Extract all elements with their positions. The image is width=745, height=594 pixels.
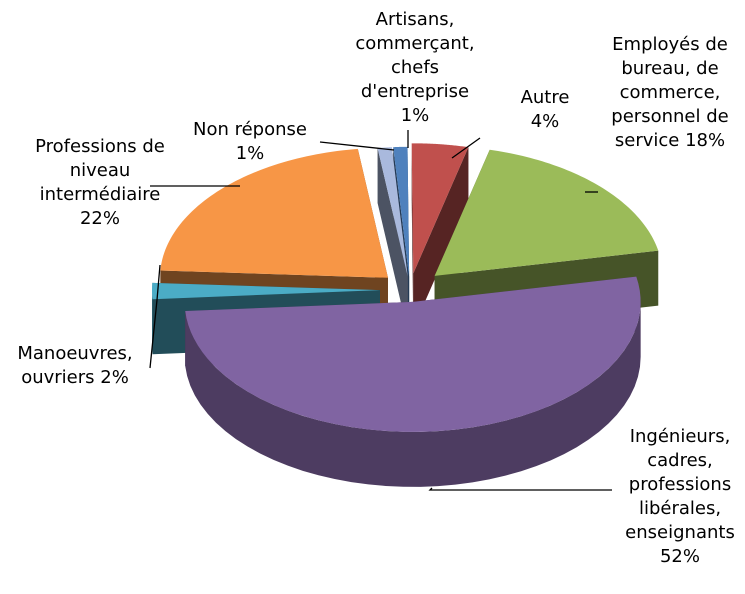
data-label: Artisans, commerçant, chefs d'entreprise… xyxy=(350,8,480,128)
slice-side xyxy=(411,143,414,329)
leader-line xyxy=(451,137,481,159)
label-value: 1% xyxy=(235,143,265,164)
data-label: Ingénieurs, cadres, professions libérale… xyxy=(615,425,745,569)
slice xyxy=(411,143,469,274)
slice xyxy=(160,148,388,278)
slice xyxy=(393,146,410,277)
label-value: 4% xyxy=(530,111,560,132)
slice-side xyxy=(377,148,408,332)
data-label: Employés de bureau, de commerce, personn… xyxy=(600,33,740,153)
label-name: Professions de niveau intermédiaire xyxy=(35,136,165,205)
slice xyxy=(377,147,408,277)
label-name: Non réponse xyxy=(193,119,307,140)
data-label: Professions de niveau intermédiaire 22% xyxy=(25,135,175,231)
label-value: 1% xyxy=(400,105,430,126)
label-name: Autre xyxy=(520,87,570,108)
label-name: Manoeuvres, ouvriers xyxy=(17,343,133,388)
label-value: 22% xyxy=(79,208,120,229)
data-label: Autre 4% xyxy=(510,86,580,134)
slice xyxy=(152,282,381,300)
slice-side xyxy=(185,301,641,487)
leader-line xyxy=(319,141,395,151)
leader-line xyxy=(428,487,612,491)
leader-line xyxy=(149,264,161,369)
data-label: Non réponse 1% xyxy=(180,118,320,166)
slice-side xyxy=(413,147,469,329)
data-label: Manoeuvres, ouvriers 2% xyxy=(0,342,150,390)
label-value: 2% xyxy=(100,367,129,388)
slice xyxy=(434,149,659,276)
label-name: Employés de bureau, de commerce, personn… xyxy=(611,34,729,151)
label-name: Ingénieurs, cadres, professions libérale… xyxy=(625,426,735,543)
slice xyxy=(185,276,641,432)
label-name: Artisans, commerçant, chefs d'entreprise xyxy=(355,9,475,102)
label-value: 52% xyxy=(659,546,700,567)
label-value: 18% xyxy=(685,130,726,151)
